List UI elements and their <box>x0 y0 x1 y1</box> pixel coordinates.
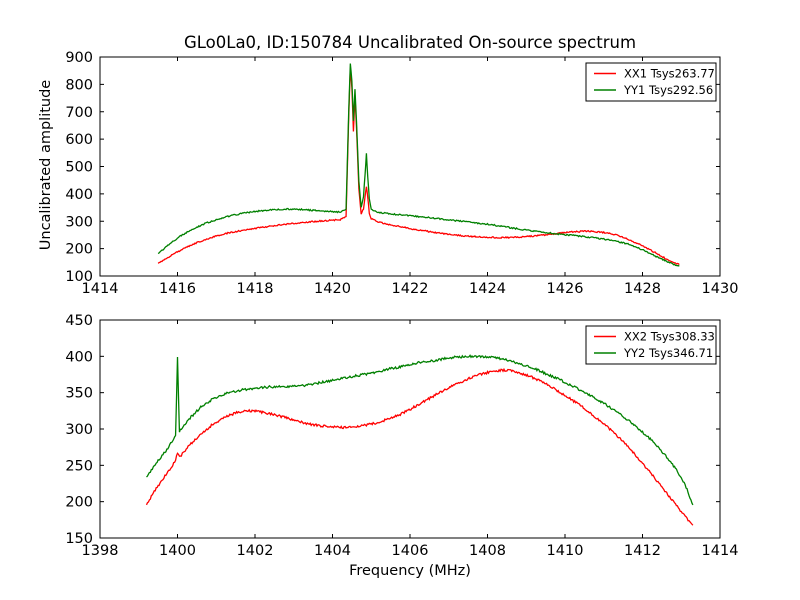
series-line-yy2 <box>146 354 694 506</box>
legend: XX2 Tsys308.33 YY2 Tsys346.71 <box>585 325 717 365</box>
axis-ticks: 1414 1416 1418 1420 1422 1424 1426 1428 1430 100 2… <box>65 50 738 297</box>
figure-title: GLo0La0, ID:150784 Uncalibrated On-sourc… <box>183 33 637 52</box>
y-tick-label: 400 <box>65 187 93 203</box>
x-tick-label: 1418 <box>237 281 274 297</box>
series-line-xx2 <box>145 367 694 526</box>
subplot-top: 1414 1416 1418 1420 1422 1424 1426 1428 1430 100 2… <box>65 50 738 297</box>
y-tick-label: 350 <box>65 386 93 402</box>
axis-ticks: 1398 1400 1402 1404 1406 1408 1410 1412 1414 150 2… <box>65 313 738 559</box>
y-tick-label: 200 <box>65 495 93 511</box>
legend-entry-label: XX1 Tsys263.77 <box>624 67 715 81</box>
series-line-xx1 <box>157 67 680 266</box>
x-tick-label: 1430 <box>702 281 739 297</box>
y-tick-label: 600 <box>65 132 93 148</box>
x-tick-label: 1424 <box>469 281 506 297</box>
x-tick-label: 1408 <box>469 543 506 559</box>
y-tick-label: 300 <box>65 214 93 230</box>
x-tick-label: 1410 <box>547 543 584 559</box>
legend-box <box>585 325 717 365</box>
subplot-bottom: 1398 1400 1402 1404 1406 1408 1410 1412 1414 150 2… <box>65 313 738 559</box>
x-tick-label: 1426 <box>547 281 584 297</box>
y-tick-label: 300 <box>65 422 93 438</box>
x-tick-label: 1398 <box>82 543 119 559</box>
x-tick-label: 1414 <box>82 281 119 297</box>
y-tick-label: 450 <box>65 313 93 329</box>
y-tick-label: 200 <box>65 242 93 258</box>
x-tick-label: 1412 <box>624 543 661 559</box>
y-tick-label: 400 <box>65 349 93 365</box>
bottom-plot-x-axis-label: Frequency (MHz) <box>349 563 471 579</box>
x-tick-label: 1428 <box>624 281 661 297</box>
y-tick-label: 150 <box>65 531 93 547</box>
legend-box <box>585 62 717 102</box>
x-tick-label: 1406 <box>392 543 429 559</box>
legend: XX1 Tsys263.77 YY1 Tsys292.56 <box>585 62 717 102</box>
legend-entry-label: XX2 Tsys308.33 <box>624 330 715 344</box>
x-tick-label: 1420 <box>314 281 351 297</box>
legend-entry-label: YY2 Tsys346.71 <box>623 346 713 360</box>
y-tick-label: 100 <box>65 269 93 285</box>
y-tick-label: 900 <box>65 50 93 66</box>
y-tick-label: 250 <box>65 458 93 474</box>
x-tick-label: 1402 <box>237 543 274 559</box>
x-tick-label: 1414 <box>702 543 739 559</box>
y-tick-label: 500 <box>65 160 93 176</box>
y-tick-label: 700 <box>65 105 93 121</box>
series-line-yy1 <box>157 63 680 267</box>
x-tick-label: 1416 <box>159 281 196 297</box>
x-tick-label: 1404 <box>314 543 351 559</box>
x-tick-label: 1400 <box>159 543 196 559</box>
legend-entry-label: YY1 Tsys292.56 <box>623 83 713 97</box>
x-tick-label: 1422 <box>392 281 429 297</box>
y-tick-label: 800 <box>65 77 93 93</box>
